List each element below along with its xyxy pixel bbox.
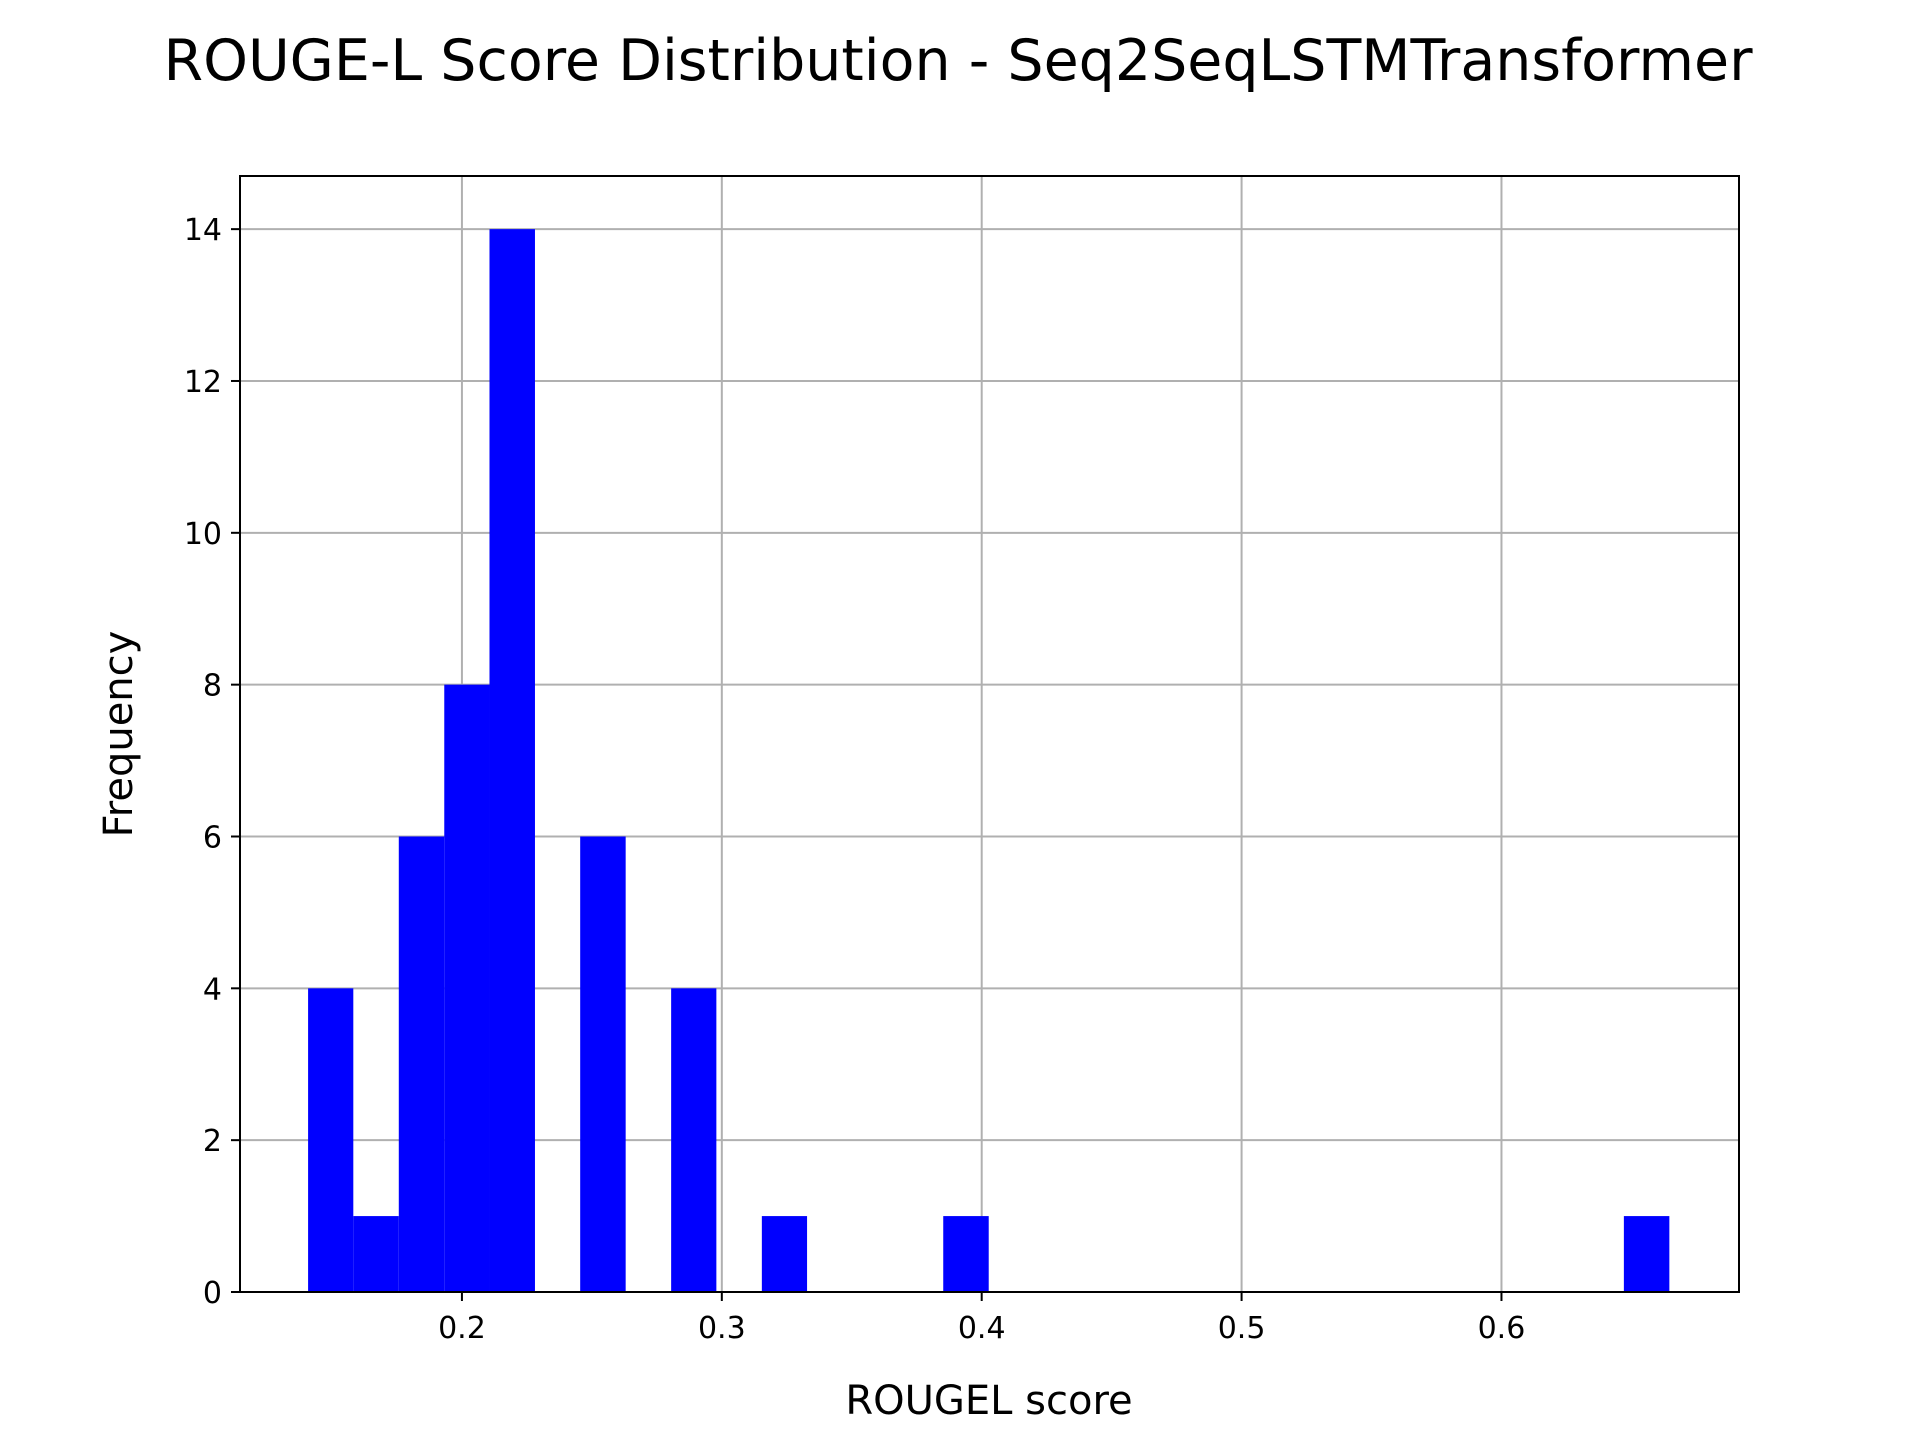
x-tick-label: 0.6 — [1478, 1311, 1526, 1346]
y-tick-label: 0 — [203, 1276, 222, 1311]
y-axis-title: Frequency — [96, 631, 142, 838]
y-tick-label: 12 — [184, 365, 222, 400]
x-tick-label: 0.2 — [438, 1311, 486, 1346]
y-tick-label: 6 — [203, 820, 222, 855]
histogram-bar — [1623, 1216, 1670, 1292]
histogram-bars — [308, 229, 1670, 1293]
histogram-bar — [761, 1216, 808, 1292]
plot-frame — [239, 175, 1740, 1293]
histogram-bar — [353, 1216, 399, 1292]
x-tick-label: 0.5 — [1218, 1311, 1266, 1346]
histogram-bar — [580, 836, 626, 1292]
x-tick-label: 0.4 — [958, 1311, 1006, 1346]
x-tick-label: 0.3 — [698, 1311, 746, 1346]
histogram-bar — [489, 229, 535, 1293]
histogram-bar — [943, 1216, 989, 1292]
histogram-bar — [308, 988, 354, 1292]
y-tick-label: 8 — [203, 669, 222, 704]
chart-title: ROUGE-L Score Distribution - Seq2SeqLSTM… — [163, 28, 1753, 94]
y-tick-label: 4 — [203, 972, 222, 1007]
histogram-bar — [444, 684, 490, 1292]
y-tick-label: 2 — [203, 1124, 222, 1159]
histogram-bar — [398, 836, 445, 1292]
x-axis-ticks: 0.2 0.3 0.4 0.5 0.6 — [438, 1292, 1525, 1346]
y-axis-ticks: 0 2 4 6 8 10 12 14 — [184, 213, 240, 1311]
x-axis-title: ROUGEL score — [845, 1378, 1132, 1424]
histogram-bar — [671, 988, 717, 1292]
y-tick-label: 10 — [184, 517, 222, 552]
y-tick-label: 14 — [184, 213, 222, 248]
